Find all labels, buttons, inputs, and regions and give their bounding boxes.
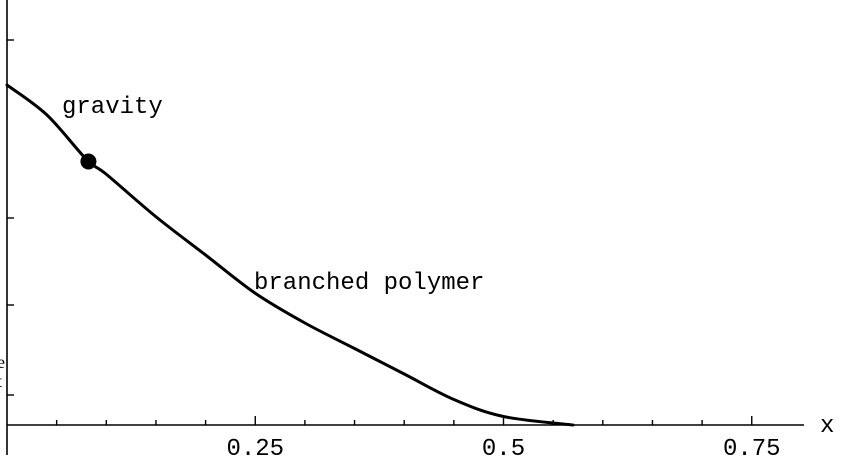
y-tick-label-fragment-4: e [0, 352, 5, 372]
axes [6, 0, 804, 455]
y-tick-label-fragment-5: t [0, 371, 2, 391]
ticks: 0.250.50.75)))et [0, 39, 781, 459]
x-tick-label-2: 0.5 [482, 436, 525, 459]
x-axis-label: x [820, 413, 834, 440]
series-line [5, 83, 575, 427]
annotation-branched-polymer: branched polymer [254, 270, 484, 297]
x-tick-label-1: 0.25 [226, 436, 284, 459]
marker-point [80, 153, 97, 170]
marks [5, 83, 575, 427]
x-tick-label-3: 0.75 [723, 436, 781, 459]
annotation-gravity: gravity [62, 94, 163, 121]
